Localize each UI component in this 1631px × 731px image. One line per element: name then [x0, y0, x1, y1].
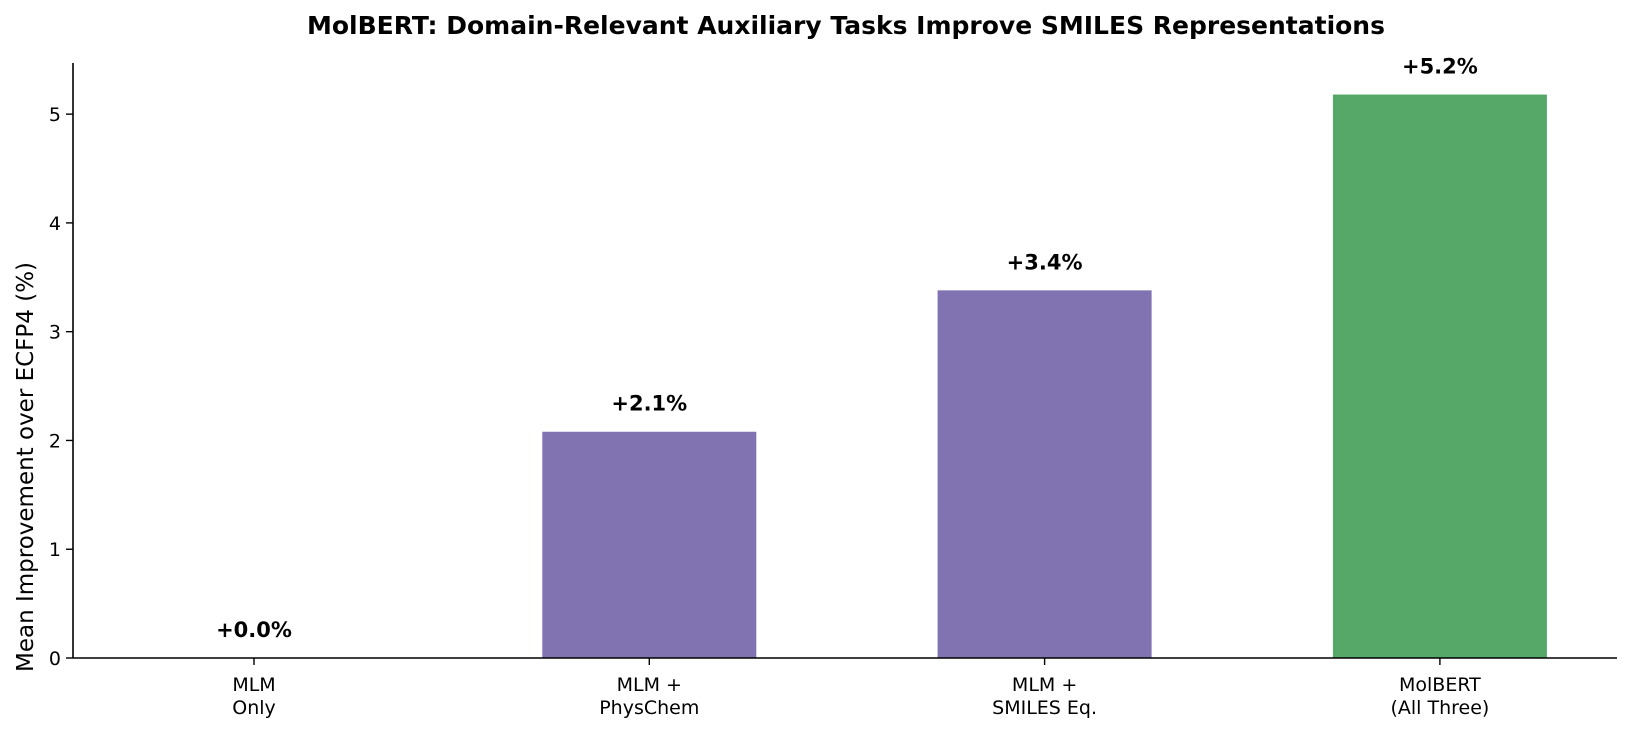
bar-1: [542, 431, 757, 658]
y-tick-label-1: 1: [49, 539, 61, 561]
x-axis: MLM Only MLM + PhysChem MLM + SMILES Eq. MolBE…: [73, 657, 1617, 719]
x-tick-label-3: MolBERT (All Three): [1390, 674, 1489, 719]
y-tick-label-5: 5: [49, 104, 61, 126]
bar-2: [937, 290, 1152, 658]
data-labels: +0.0% +2.1% +3.4% +5.2%: [216, 55, 1478, 642]
y-tick-label-4: 4: [49, 213, 61, 235]
data-label-1: +2.1%: [611, 392, 687, 416]
y-tick-label-0: 0: [49, 648, 61, 670]
y-axis: 0 1 2 3 4 5: [49, 63, 74, 670]
bar-3: [1332, 94, 1547, 658]
y-tick-label-3: 3: [49, 322, 61, 344]
bars: [542, 94, 1547, 658]
x-tick-label-1: MLM + PhysChem: [599, 674, 699, 719]
x-tick-label-0: MLM Only: [232, 674, 276, 719]
chart-title: MolBERT: Domain-Relevant Auxiliary Tasks…: [307, 11, 1385, 40]
y-tick-label-2: 2: [49, 430, 61, 452]
data-label-0: +0.0%: [216, 618, 292, 642]
data-label-3: +5.2%: [1402, 55, 1478, 79]
x-tick-label-2: MLM + SMILES Eq.: [992, 674, 1097, 719]
data-label-2: +3.4%: [1007, 250, 1083, 274]
y-axis-label: Mean Improvement over ECFP4 (%): [13, 262, 39, 672]
